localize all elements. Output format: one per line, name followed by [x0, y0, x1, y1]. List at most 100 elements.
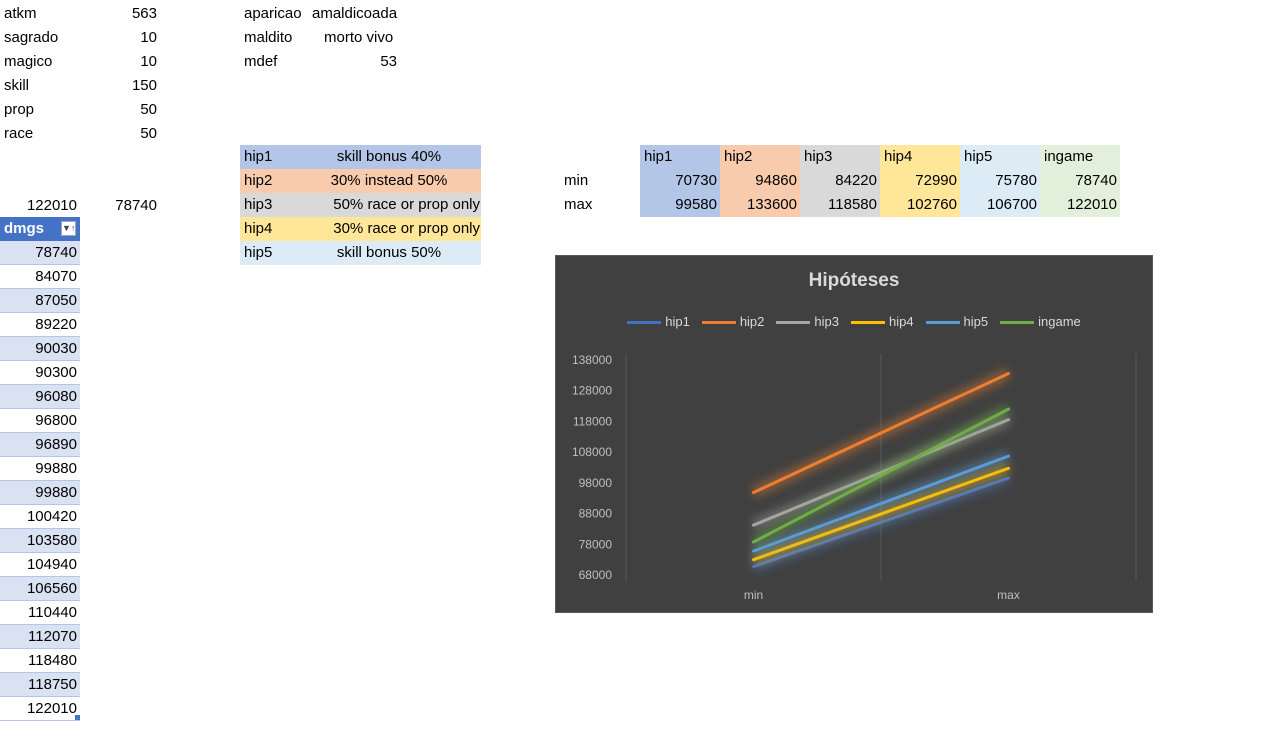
dmgs-row[interactable]: 118480: [0, 649, 80, 673]
dmgs-row[interactable]: 118750: [0, 673, 80, 697]
dmgs-header-label: dmgs: [4, 220, 45, 237]
dmgs-row[interactable]: 100420: [0, 505, 80, 529]
param-value-prop[interactable]: 50: [140, 101, 157, 118]
param-value-magico[interactable]: 10: [140, 53, 157, 70]
dmgs-header[interactable]: dmgs ▼↑: [0, 217, 80, 241]
dmgs-row[interactable]: 87050: [0, 289, 80, 313]
results-cell[interactable]: 78740: [1040, 169, 1120, 193]
results-cell[interactable]: 118580: [800, 193, 880, 217]
results-row-label-min[interactable]: min: [564, 172, 589, 189]
hypothesis-desc: 30% race or prop only: [333, 220, 480, 237]
hypothesis-name: hip3: [244, 196, 273, 213]
series-line-hip4[interactable]: [752, 466, 1010, 562]
legend-item-hip4[interactable]: hip4: [850, 314, 914, 329]
hypothesis-row-hip4[interactable]: hip4 30% race or prop only: [240, 217, 481, 241]
hypothesis-name: hip2: [244, 172, 273, 189]
results-cell[interactable]: 122010: [1040, 193, 1120, 217]
results-cell[interactable]: 84220: [800, 169, 880, 193]
param-value-skill[interactable]: 150: [131, 77, 157, 94]
series-line-ingame[interactable]: [752, 407, 1010, 544]
legend-label: hip2: [739, 314, 765, 329]
legend-label: hip4: [888, 314, 914, 329]
results-cell[interactable]: 102760: [880, 193, 960, 217]
hypothesis-row-hip3[interactable]: hip3 50% race or prop only: [240, 193, 481, 217]
monster-name-label[interactable]: aparicao: [244, 5, 302, 22]
hypothesis-row-hip1[interactable]: hip1 skill bonus 40%: [240, 145, 481, 169]
summary-max[interactable]: 122010: [26, 197, 77, 214]
param-value-atkm[interactable]: 563: [131, 5, 157, 22]
results-cell[interactable]: 99580: [640, 193, 720, 217]
results-header-hip5[interactable]: hip5: [960, 145, 1040, 169]
dmgs-row[interactable]: 99880: [0, 481, 80, 505]
results-cell[interactable]: 133600: [720, 193, 800, 217]
dmgs-row[interactable]: 84070: [0, 265, 80, 289]
results-cell[interactable]: 106700: [960, 193, 1040, 217]
dmgs-row[interactable]: 112070: [0, 625, 80, 649]
param-label-prop[interactable]: prop: [4, 101, 35, 118]
series-line-hip5[interactable]: [752, 454, 1010, 553]
monster-type-label[interactable]: maldito: [244, 29, 293, 46]
monster-name-value[interactable]: amaldicoada: [312, 5, 398, 22]
dmgs-row[interactable]: 96080: [0, 385, 80, 409]
dmgs-row[interactable]: 78740: [0, 241, 80, 265]
hypothesis-desc: 50% race or prop only: [333, 196, 480, 213]
results-header-hip4[interactable]: hip4: [880, 145, 960, 169]
param-value-race[interactable]: 50: [140, 125, 157, 142]
results-header-hip3[interactable]: hip3: [800, 145, 880, 169]
mdef-value[interactable]: 53: [380, 53, 397, 70]
summary-min[interactable]: 78740: [115, 197, 157, 214]
dmgs-row[interactable]: 99880: [0, 457, 80, 481]
results-header-hip2[interactable]: hip2: [720, 145, 800, 169]
legend-item-hip5[interactable]: hip5: [925, 314, 988, 329]
param-label-skill[interactable]: skill: [4, 77, 29, 94]
y-tick-label: 68000: [579, 568, 613, 582]
dmgs-row[interactable]: 103580: [0, 529, 80, 553]
results-cell[interactable]: 75780: [960, 169, 1040, 193]
series-line-hip2[interactable]: [752, 372, 1010, 495]
y-tick-label: 108000: [572, 445, 612, 459]
dmgs-row[interactable]: 90030: [0, 337, 80, 361]
dmgs-row[interactable]: 89220: [0, 313, 80, 337]
x-tick-label: min: [744, 588, 763, 602]
hypotheses-chart[interactable]: Hipóteses hip1 hip2 hip3 hip4 hip5 ingame 680…: [555, 255, 1153, 613]
y-tick-label: 78000: [579, 537, 613, 551]
legend-item-hip1[interactable]: hip1: [627, 314, 690, 329]
results-header-ingame[interactable]: ingame: [1040, 145, 1120, 169]
param-label-sagrado[interactable]: sagrado: [4, 29, 59, 46]
dmgs-row[interactable]: 110440: [0, 601, 80, 625]
dmgs-row[interactable]: 104940: [0, 553, 80, 577]
param-label-magico[interactable]: magico: [4, 53, 53, 70]
param-value-sagrado[interactable]: 10: [140, 29, 157, 46]
param-label-atkm[interactable]: atkm: [4, 5, 37, 22]
x-tick-label: max: [997, 588, 1020, 602]
legend-swatch: [776, 321, 811, 325]
dmgs-row[interactable]: 90300: [0, 361, 80, 385]
table-resize-handle[interactable]: [75, 715, 80, 720]
dmgs-row[interactable]: 96890: [0, 433, 80, 457]
legend-swatch: [850, 321, 885, 325]
results-cell[interactable]: 72990: [880, 169, 960, 193]
results-row-label-max[interactable]: max: [564, 196, 593, 213]
filter-sort-icon[interactable]: ▼↑: [61, 221, 76, 236]
y-tick-label: 138000: [572, 353, 612, 367]
legend-item-ingame[interactable]: ingame: [1000, 314, 1081, 329]
hypothesis-desc: skill bonus 50%: [336, 244, 442, 261]
dmgs-row[interactable]: 122010: [0, 697, 80, 721]
y-tick-label: 98000: [579, 476, 613, 490]
results-header-hip1[interactable]: hip1: [640, 145, 720, 169]
series-line-hip1[interactable]: [752, 476, 1010, 569]
hypothesis-row-hip2[interactable]: hip2 30% instead 50%: [240, 169, 481, 193]
results-cell[interactable]: 70730: [640, 169, 720, 193]
y-tick-label: 118000: [573, 414, 612, 428]
monster-type-value[interactable]: morto vivo: [324, 29, 394, 46]
dmgs-row[interactable]: 96800: [0, 409, 80, 433]
param-label-race[interactable]: race: [4, 125, 34, 142]
chart-plot: 68000 78000 88000 98000 108000 118000 128000 13…: [572, 353, 1137, 602]
legend-item-hip2[interactable]: hip2: [701, 314, 765, 329]
legend-item-hip3[interactable]: hip3: [776, 314, 839, 329]
hypothesis-desc: skill bonus 40%: [336, 148, 442, 165]
results-cell[interactable]: 94860: [720, 169, 800, 193]
mdef-label[interactable]: mdef: [244, 53, 278, 70]
dmgs-row[interactable]: 106560: [0, 577, 80, 601]
hypothesis-row-hip5[interactable]: hip5 skill bonus 50%: [240, 241, 481, 265]
